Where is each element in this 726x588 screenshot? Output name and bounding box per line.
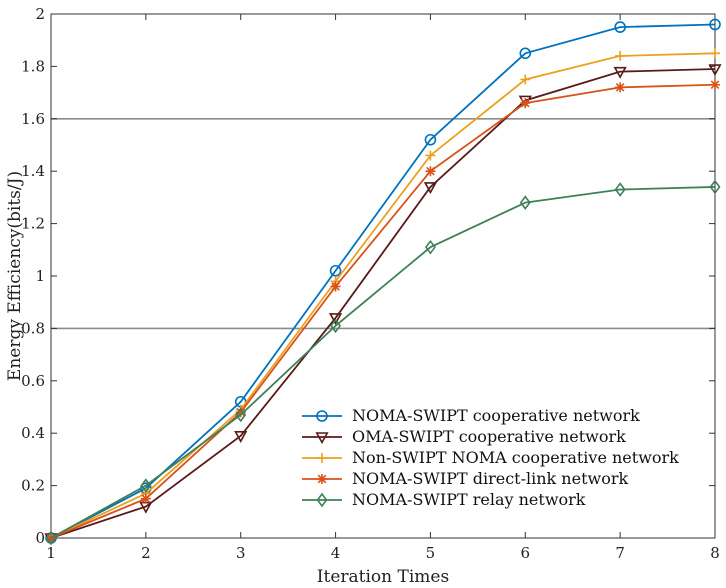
data-point [520, 74, 531, 85]
data-point [710, 79, 720, 90]
legend-label: Non-SWIPT NOMA cooperative network [352, 448, 679, 467]
series-line [50, 52, 716, 539]
data-point [329, 264, 342, 277]
data-point [709, 179, 721, 195]
data-point [614, 182, 626, 197]
data-point [235, 407, 247, 423]
data-point [424, 133, 437, 146]
series-line [50, 186, 716, 539]
y-tick-label: 0 [35, 529, 45, 547]
legend-marker [316, 410, 328, 422]
data-point [519, 47, 532, 60]
data-point [328, 313, 343, 326]
series-5 [45, 179, 721, 546]
x-tick-label: 2 [141, 544, 151, 562]
legend-entry: NOMA-SWIPT cooperative network [302, 406, 640, 425]
x-tick-label: 5 [426, 544, 436, 562]
data-point [423, 182, 438, 195]
legend-marker [316, 492, 328, 508]
x-tick-label: 6 [521, 544, 531, 562]
data-point [234, 431, 248, 443]
x-tick-label: 1 [46, 544, 56, 562]
legend-marker [317, 474, 327, 484]
y-tick-label: 0.6 [21, 372, 45, 390]
legend-marker [315, 432, 329, 445]
y-tick-label: 0.2 [21, 477, 45, 495]
y-tick-label: 0.8 [21, 319, 45, 337]
legend-entry: OMA-SWIPT cooperative network [302, 427, 626, 446]
series-group [44, 18, 722, 546]
y-tick-label: 1 [35, 267, 45, 285]
data-point [425, 166, 436, 177]
legend: NOMA-SWIPT cooperative network OMA-SWIPT … [298, 404, 697, 510]
y-tick-label: 1.2 [21, 215, 45, 233]
data-point [708, 64, 722, 77]
legend-marker [317, 453, 327, 463]
data-point [45, 530, 57, 546]
data-point [519, 195, 531, 210]
data-point [425, 150, 436, 161]
y-tick-label: 0.4 [21, 424, 45, 442]
data-point [520, 98, 531, 109]
legend-entry: Non-SWIPT NOMA cooperative network [302, 448, 679, 467]
data-point [614, 21, 626, 33]
x-tick-label: 8 [710, 544, 720, 562]
data-point [709, 18, 721, 31]
x-tick-label: 3 [236, 544, 246, 562]
data-point [613, 66, 627, 79]
data-point [235, 407, 246, 418]
legend-label: NOMA-SWIPT cooperative network [352, 406, 640, 425]
y-axis-label: Energy Efficiency(bits/J) [5, 171, 25, 381]
data-point [615, 50, 626, 61]
y-tick-label: 2 [35, 5, 45, 23]
y-tick-label: 1.6 [21, 110, 45, 128]
series-line [50, 68, 716, 539]
legend-entry: NOMA-SWIPT direct-link network [302, 469, 628, 488]
x-tick-label: 7 [615, 544, 625, 562]
x-tick-label: 4 [331, 544, 341, 562]
data-point [140, 493, 151, 504]
y-tick-label: 1.8 [21, 57, 45, 75]
legend-label: NOMA-SWIPT direct-link network [352, 469, 628, 488]
data-point [140, 478, 152, 493]
data-point [710, 48, 720, 59]
data-point [330, 318, 342, 334]
legend-entry: NOMA-SWIPT relay network [302, 490, 586, 509]
y-tick-label: 1.4 [21, 162, 45, 180]
data-point [330, 281, 341, 292]
data-point [615, 82, 626, 93]
gridlines [51, 118, 715, 330]
data-point [424, 239, 436, 255]
legend-label: NOMA-SWIPT relay network [352, 490, 586, 509]
x-axis-label: Iteration Times [317, 567, 449, 587]
legend-label: OMA-SWIPT cooperative network [352, 427, 626, 446]
series-line [50, 83, 716, 539]
legend-box [298, 404, 697, 510]
